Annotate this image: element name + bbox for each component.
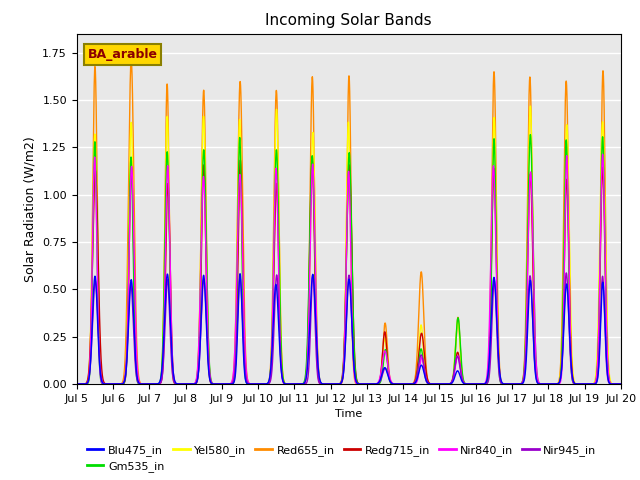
Text: BA_arable: BA_arable — [88, 48, 157, 61]
Legend: Blu475_in, Gm535_in, Yel580_in, Red655_in, Redg715_in, Nir840_in, Nir945_in: Blu475_in, Gm535_in, Yel580_in, Red655_i… — [83, 440, 601, 477]
Title: Incoming Solar Bands: Incoming Solar Bands — [266, 13, 432, 28]
Y-axis label: Solar Radiation (W/m2): Solar Radiation (W/m2) — [24, 136, 36, 282]
X-axis label: Time: Time — [335, 409, 362, 419]
